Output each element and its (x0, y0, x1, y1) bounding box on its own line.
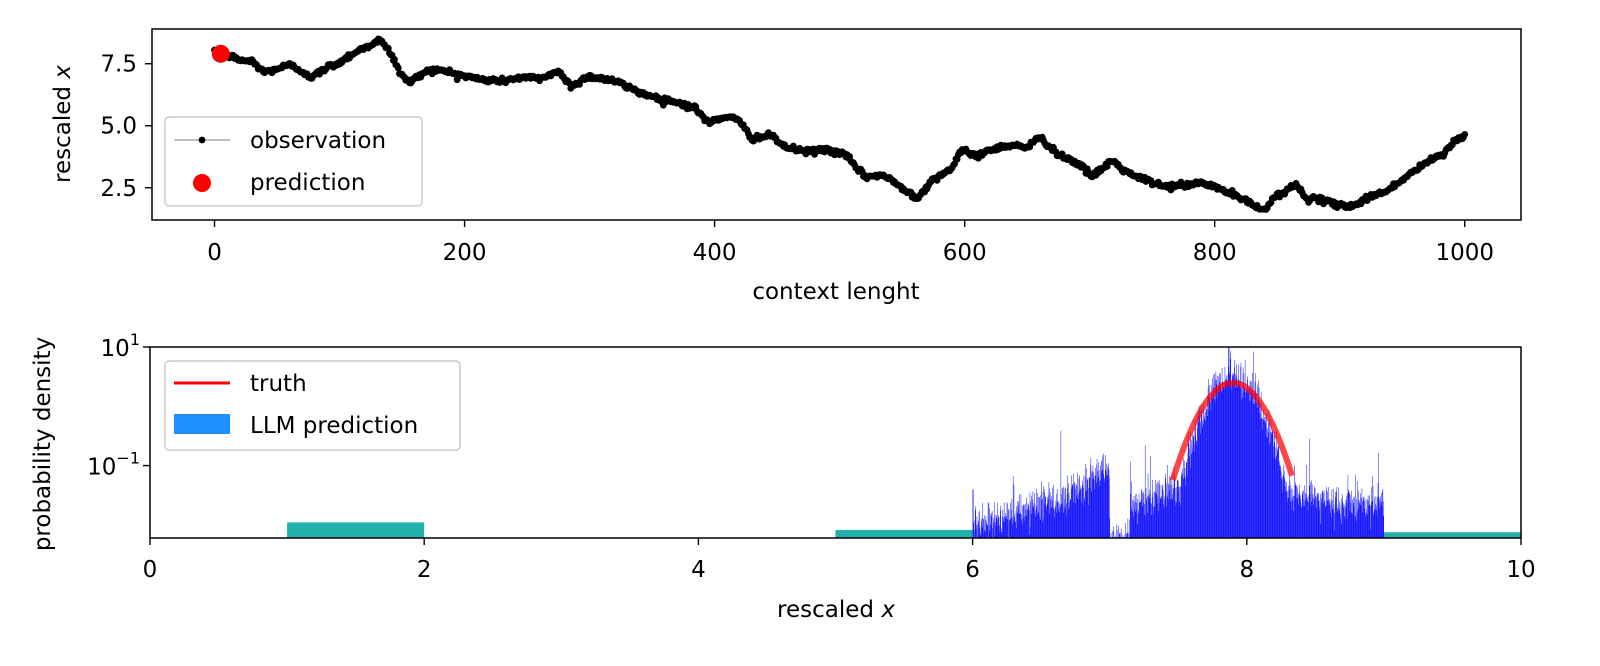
top-y-tick-label: 2.5 (100, 176, 137, 202)
top-x-tick-label: 800 (1193, 240, 1237, 266)
top-x-tick-label: 600 (943, 240, 987, 266)
top-x-tick-label: 0 (207, 240, 222, 266)
legend-llm-label: LLM prediction (250, 413, 418, 439)
bottom-x-tick-label: 4 (691, 557, 706, 583)
top-x-tick-label: 200 (443, 240, 487, 266)
coarse-bins (287, 522, 1521, 538)
top-y-ticks: 2.5 5.0 7.5 (100, 52, 152, 202)
coarse-bin-bar (287, 522, 425, 538)
truth-curve (1169, 379, 1295, 481)
observation-chart: 0 200 400 600 800 1000 2.5 5.0 7.5 context leng… (50, 28, 1522, 305)
observation-point (391, 56, 398, 63)
bottom-y-tick-label: 10−1 (87, 449, 140, 481)
top-y-tick-label: 7.5 (100, 52, 137, 78)
top-legend-box (164, 116, 423, 207)
top-y-tick-label: 5.0 (100, 114, 137, 140)
bottom-x-tick-label: 8 (1239, 557, 1254, 583)
bottom-x-tick-label: 10 (1506, 557, 1535, 583)
density-chart: 0 2 4 6 8 10 101 10−1 rescaled x probability d… (30, 330, 1536, 623)
top-x-ticks: 0 200 400 600 800 1000 (207, 220, 1494, 266)
observation-markers (211, 35, 1469, 213)
legend-truth-label: truth (250, 371, 307, 397)
bottom-x-tick-label: 2 (417, 557, 432, 583)
bottom-y-axis-label: probability density (30, 337, 56, 551)
legend-prediction-marker (193, 174, 211, 192)
legend-llm-patch (174, 414, 230, 434)
bottom-x-tick-label: 6 (965, 557, 980, 583)
fine-bins (972, 347, 1384, 538)
bottom-x-axis-label: rescaled x (777, 597, 895, 623)
legend-prediction-label: prediction (250, 170, 365, 196)
observation-point (394, 64, 402, 72)
legend-observation-marker (198, 136, 206, 144)
observation-point (1461, 131, 1469, 138)
top-x-tick-label: 1000 (1435, 240, 1494, 266)
bottom-x-axis-label-prefix: rescaled (777, 597, 881, 623)
bottom-x-ticks: 0 2 4 6 8 10 (143, 538, 1536, 583)
legend-observation-label: observation (250, 128, 386, 154)
top-x-tick-label: 400 (693, 240, 737, 266)
top-y-axis-label-prefix: rescaled (50, 79, 76, 183)
bottom-axes-frame (149, 346, 1522, 539)
bottom-y-tick-label: 101 (101, 330, 140, 362)
bottom-legend-box (164, 360, 461, 451)
top-y-axis-label: rescaled x (50, 65, 76, 183)
bottom-y-ticks: 101 10−1 (87, 330, 150, 481)
top-x-axis-label: context lenght (752, 279, 919, 305)
prediction-point (211, 44, 230, 63)
top-y-axis-label-var: x (50, 65, 76, 80)
top-axes-frame (151, 28, 1522, 221)
bottom-x-tick-label: 0 (143, 557, 158, 583)
top-legend: observation prediction (164, 116, 423, 207)
coarse-bin-bar (835, 529, 973, 538)
coarse-bin-bar (1383, 532, 1521, 538)
bottom-x-axis-label-var: x (880, 597, 895, 623)
bottom-legend: truth LLM prediction (164, 360, 461, 451)
